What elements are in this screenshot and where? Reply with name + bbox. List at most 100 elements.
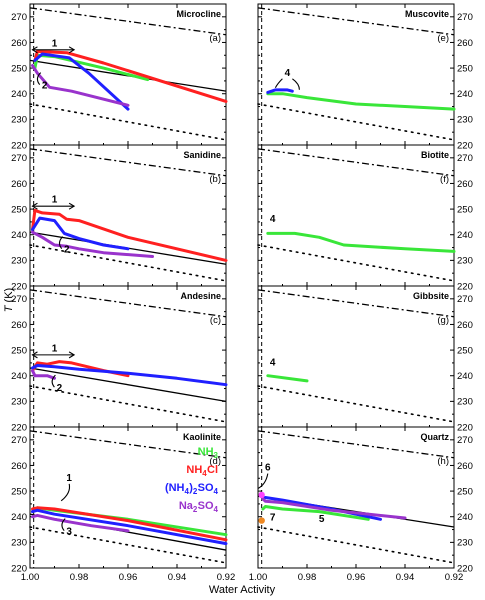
- y-tick-label: 270: [457, 12, 473, 23]
- y-tick-label: 260: [11, 461, 27, 472]
- legend-subscript: 3: [214, 451, 219, 460]
- panel-letter: (b): [209, 174, 221, 185]
- x-tick-label: 0.98: [298, 572, 317, 583]
- series-nh3: [266, 374, 309, 383]
- legend-subscript: 4: [214, 487, 219, 496]
- ice-melting-line: [29, 7, 227, 36]
- y-tick-label: 240: [457, 230, 473, 241]
- y-tick-label: 270: [457, 435, 473, 446]
- y-tick-label: 240: [457, 89, 473, 100]
- homogeneous-freezing-line: [29, 244, 227, 282]
- panel-frame: [29, 426, 227, 569]
- y-tick-label: 220: [457, 281, 473, 292]
- series-nh3: [266, 92, 456, 111]
- legend-text: Cl: [207, 464, 218, 476]
- panel-letter: (g): [437, 315, 449, 326]
- y-tick-label: 220: [11, 563, 27, 574]
- panel-letter: (h): [437, 456, 449, 467]
- ice-melting-line: [257, 289, 455, 318]
- arrow-6: [257, 473, 269, 490]
- annotation-2: 2: [42, 81, 48, 92]
- legend-text: ): [189, 482, 193, 494]
- panel-title: Sanidine: [183, 150, 221, 160]
- panel-title: Quartz: [420, 432, 449, 442]
- annotation-4: 4: [285, 68, 291, 79]
- arrow-head: [68, 351, 76, 359]
- y-tick-label: 220: [11, 422, 27, 433]
- annotation-4: 4: [270, 357, 276, 368]
- y-tick-label: 230: [457, 256, 473, 267]
- panel-c: 220 230 240 250 260 270 Andesine (c) 1 2: [11, 285, 228, 433]
- x-tick-label: 0.92: [217, 572, 236, 583]
- y-tick-label: 250: [11, 204, 27, 215]
- homogeneous-freezing-line: [257, 103, 455, 141]
- annotation-4: 4: [270, 214, 276, 225]
- homogeneous-freezing-line: [257, 526, 455, 564]
- y-tick-label: 270: [457, 294, 473, 305]
- y-tick-label: 230: [457, 115, 473, 126]
- legend-text: SO: [198, 482, 214, 494]
- panel-letter: (c): [210, 315, 221, 326]
- legend: NH3 NH4 Cl(NH4 )2 SO4 Na2 SO4: [165, 446, 219, 514]
- panel-h: 220 230 240 250 260 270 1.00 0.98 0.96 0.94 0.92 Qu…: [249, 426, 473, 583]
- y-tick-label: 250: [457, 345, 473, 356]
- ice-melting-line: [257, 148, 455, 177]
- panel-title: Kaolinite: [183, 432, 221, 442]
- y-tick-label: 270: [457, 153, 473, 164]
- annotation-6: 6: [265, 463, 271, 474]
- legend-text: Na: [179, 500, 194, 512]
- legend-text: NH: [186, 464, 202, 476]
- panel-frame: [29, 285, 227, 428]
- arrow-head: [31, 46, 38, 54]
- y-tick-label: 260: [11, 320, 27, 331]
- panel-frame: [257, 144, 455, 287]
- marker-7: [258, 517, 265, 524]
- arrow-1: [60, 483, 71, 502]
- series-nh42so4: [33, 52, 130, 111]
- marker-6: [258, 491, 265, 499]
- panel-title: Biotite: [421, 150, 449, 160]
- series-na2so4: [31, 513, 130, 533]
- legend-entry: (NH4 )2 SO4: [165, 482, 219, 496]
- y-tick-label: 230: [11, 538, 27, 549]
- y-tick-label: 220: [457, 422, 473, 433]
- annotation-2: 2: [64, 245, 70, 256]
- y-tick-label: 250: [457, 63, 473, 74]
- legend-entry: Na2 SO4: [179, 500, 219, 514]
- y-tick-label: 220: [457, 140, 473, 151]
- y-tick-label: 270: [11, 435, 27, 446]
- panel-e: 220 230 240 250 260 270 Muscovite (e) 4: [257, 3, 473, 151]
- y-tick-label: 250: [11, 486, 27, 497]
- arrow-head: [68, 202, 76, 210]
- arrow-2: [36, 72, 42, 85]
- y-tick-label: 220: [11, 140, 27, 151]
- x-tick-label: 0.94: [396, 572, 415, 583]
- homogeneous-freezing-line: [29, 385, 227, 423]
- series-nh42so4: [31, 216, 130, 251]
- panel-frame: [257, 285, 455, 428]
- panel-title: Microcline: [176, 9, 221, 19]
- series-na2so4: [31, 230, 154, 258]
- x-tick-label: 1.00: [21, 572, 40, 583]
- y-tick-label: 250: [11, 63, 27, 74]
- panel-b: 220 230 240 250 260 270 Sanidine (b) 1 2: [11, 144, 228, 292]
- annotation-2: 2: [57, 383, 63, 394]
- y-tick-label: 230: [11, 256, 27, 267]
- legend-subscript: 4: [185, 487, 190, 496]
- ice-melting-line: [257, 7, 455, 36]
- y-tick-label: 250: [457, 204, 473, 215]
- y-tick-label: 270: [11, 12, 27, 23]
- ice-melting-line: [29, 148, 227, 177]
- ice-melting-line: [29, 289, 227, 318]
- x-tick-label: 0.98: [70, 572, 89, 583]
- shifted-melting-line: [29, 367, 227, 403]
- y-tick-label: 260: [457, 179, 473, 190]
- y-tick-label: 270: [11, 294, 27, 305]
- y-tick-label: 260: [457, 38, 473, 49]
- x-tick-label: 0.96: [119, 572, 138, 583]
- annotation-3: 3: [66, 527, 72, 538]
- homogeneous-freezing-line: [257, 385, 455, 423]
- series-nh42so4: [31, 364, 228, 387]
